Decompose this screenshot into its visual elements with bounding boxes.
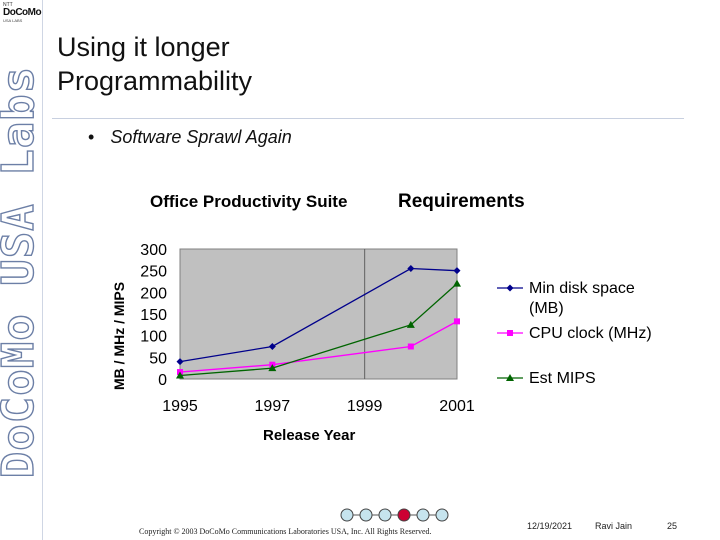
chart-title-part2: Requirements: [398, 191, 525, 212]
x-tick-label: 1999: [347, 398, 383, 415]
slide-title-line2: Programmability: [57, 66, 253, 96]
x-tick-label: 2001: [439, 398, 475, 415]
x-tick-label: 1997: [255, 398, 291, 415]
data-point-s2: [454, 318, 460, 325]
chart-title-part1: Office Productivity Suite: [150, 192, 347, 211]
nav-dot[interactable]: [397, 508, 411, 522]
slide-title-line1: Using it longer: [57, 32, 230, 62]
data-point-s3: [176, 371, 184, 379]
legend-label: Est MIPS: [529, 370, 596, 387]
title-divider: [52, 118, 684, 119]
footer-page-number: 25: [667, 521, 678, 531]
legend-marker: [506, 374, 514, 381]
legend-label: Min disk space: [529, 280, 635, 297]
footer-date: 12/19/2021: [527, 521, 573, 531]
data-point-s1: [176, 358, 184, 366]
y-tick-label: 300: [140, 242, 167, 259]
chart-legend: Min disk space (MB) CPU clock (MHz) Est MIP…: [497, 280, 652, 387]
docomo-logo: NTT DoCoMo USA LABS: [1, 2, 42, 32]
x-axis-label: Release Year: [263, 427, 355, 444]
footer-author: Ravi Jain: [595, 521, 633, 531]
data-point-s1: [407, 265, 415, 272]
legend-label: (MB): [529, 300, 564, 317]
y-tick-label: 250: [140, 264, 167, 281]
logo-sub-text: USA LABS: [3, 18, 23, 23]
logo-main-text: DoCoMo: [3, 7, 42, 18]
y-tick-label: 0: [158, 372, 167, 389]
sidebar: NTT DoCoMo USA LABS DoCoMo USA Labs: [0, 0, 45, 540]
nav-dot[interactable]: [435, 508, 449, 522]
data-point-s1: [268, 343, 276, 350]
slide-title: Using it longer Programmability: [57, 30, 252, 98]
y-tick-labels: 0 50 100 150 200 250 300: [140, 242, 167, 389]
data-point-s3: [268, 364, 277, 372]
y-axis-label: MB / MHz / MIPS: [111, 282, 127, 390]
slide-navigation[interactable]: [340, 508, 449, 522]
data-point-s2: [407, 343, 414, 350]
legend-marker: [506, 284, 514, 292]
x-tick-labels: 1995 1997 1999 2001: [162, 398, 475, 415]
legend-label: CPU clock (MHz): [529, 325, 652, 342]
y-tick-label: 200: [140, 285, 167, 302]
chart-series: [176, 265, 461, 379]
nav-dot[interactable]: [378, 508, 392, 522]
y-tick-label: 150: [140, 307, 167, 324]
bullet-item: • Software Sprawl Again: [88, 127, 292, 148]
data-point-s3: [453, 279, 461, 287]
x-tick-label: 1995: [162, 398, 198, 415]
nav-dot[interactable]: [340, 508, 354, 522]
series-line-2: [179, 320, 458, 373]
series-line-3: [179, 283, 458, 377]
bullet-marker: •: [88, 127, 95, 147]
nav-dot[interactable]: [416, 508, 430, 522]
data-point-s1: [453, 267, 461, 275]
footer-copyright: Copyright © 2003 DoCoMo Communications L…: [139, 527, 432, 536]
data-point-s3: [406, 320, 415, 328]
logo-top-text: NTT: [3, 2, 13, 8]
legend-marker: [507, 330, 513, 336]
y-tick-label: 100: [140, 329, 167, 346]
series-line-1: [179, 267, 458, 363]
nav-dot[interactable]: [359, 508, 373, 522]
bullet-text: Software Sprawl Again: [110, 127, 292, 147]
y-tick-label: 50: [149, 350, 167, 367]
